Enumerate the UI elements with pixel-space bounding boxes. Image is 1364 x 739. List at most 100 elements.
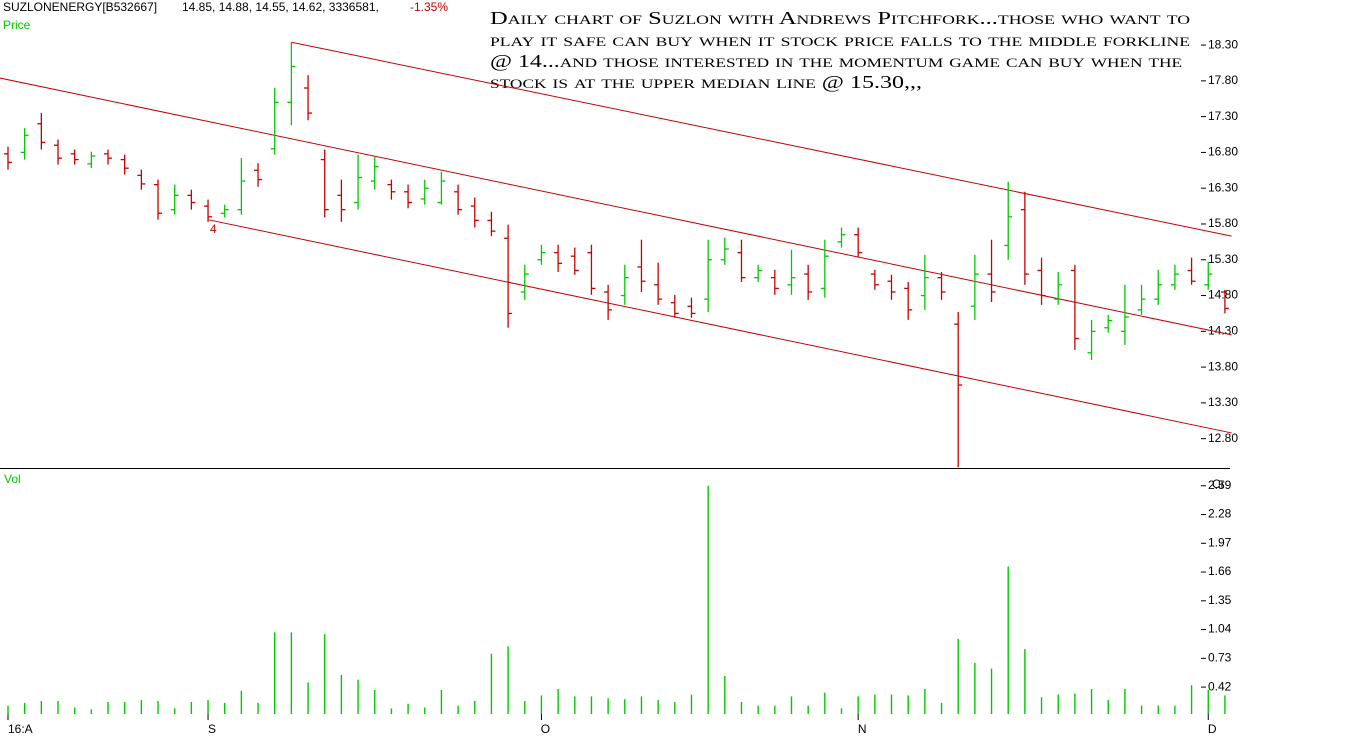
volume-bar <box>740 701 743 714</box>
x-tick-label: O <box>541 722 550 736</box>
volume-bar <box>857 696 859 714</box>
annotation: @ 14...and those interested in the momen… <box>490 51 1182 71</box>
y-tick-label: 1.04 <box>1208 622 1232 636</box>
volume-panel-label: Vol <box>4 472 21 486</box>
y-tick-label: 1.97 <box>1208 535 1232 549</box>
quote: 14.85, 14.88, 14.55, 14.62, 3336581, <box>182 0 379 14</box>
chart-title: SUZLONENERGY[B532667] <box>3 0 157 14</box>
volume-bar <box>507 646 509 714</box>
volume-bar <box>1207 689 1209 714</box>
x-tick-label: D <box>1208 722 1217 736</box>
volume-bar <box>957 638 959 714</box>
x-tick-label: N <box>858 722 867 736</box>
volume-bar <box>357 679 359 714</box>
volume-bar <box>757 705 759 714</box>
volume-bar <box>107 701 109 714</box>
volume-bar <box>7 705 9 714</box>
volume-bar <box>774 705 776 714</box>
volume-bar <box>724 675 726 714</box>
pitchfork-line <box>207 219 1232 434</box>
volume-bar <box>240 690 243 714</box>
volume-unit: Cr <box>1212 477 1225 491</box>
volume-bar <box>540 695 543 714</box>
volume-bar <box>490 653 493 714</box>
y-tick-label: 12.80 <box>1208 431 1238 445</box>
volume-bar <box>57 701 59 714</box>
volume-bar <box>624 699 626 714</box>
pitchfork-line <box>0 77 1232 336</box>
volume-bar <box>390 708 393 714</box>
y-tick-label: 16.30 <box>1208 180 1238 194</box>
volume-bar <box>607 698 609 714</box>
volume-bar <box>1140 705 1143 714</box>
volume-bar <box>424 707 426 714</box>
annotation: play it safe can buy when it stock price… <box>490 30 1190 50</box>
volume-bar <box>23 702 26 714</box>
volume-bar <box>1124 688 1126 714</box>
y-tick-label: 2.28 <box>1208 507 1232 521</box>
volume-bar <box>907 695 909 714</box>
volume-bar <box>1024 649 1026 714</box>
volume-bar <box>707 485 709 714</box>
y-tick-label: 2.59 <box>1208 478 1232 492</box>
volume-bar <box>1057 694 1059 714</box>
volume-bar <box>574 696 576 714</box>
volume-bar <box>890 694 893 714</box>
volume-bar <box>207 700 209 714</box>
volume-bar <box>974 662 976 714</box>
volume-bar <box>840 708 843 714</box>
volume-bar <box>140 700 143 714</box>
y-tick-label: 15.30 <box>1208 252 1238 266</box>
volume-bar <box>590 696 593 714</box>
volume-bar <box>1090 688 1093 714</box>
volume-bar <box>557 688 559 714</box>
volume-bar <box>90 709 93 714</box>
y-tick-label: 14.30 <box>1208 323 1238 337</box>
y-tick-label: 16.80 <box>1208 145 1238 159</box>
annotation: Daily chart of Suzlon with Andrews Pitch… <box>490 8 1190 28</box>
volume-bar <box>824 692 826 714</box>
volume-bar <box>257 702 259 714</box>
volume-bar <box>1157 705 1159 714</box>
volume-bar <box>190 701 193 714</box>
volume-bar <box>440 689 443 714</box>
y-tick-label: 1.66 <box>1208 564 1232 578</box>
volume-bar <box>940 702 943 714</box>
x-tick-label: 16:A <box>8 722 33 736</box>
volume-bar <box>1107 700 1109 714</box>
volume-bar <box>324 634 326 714</box>
volume-bar <box>1040 697 1043 714</box>
y-tick-label: 17.80 <box>1208 73 1238 87</box>
volume-bar <box>174 708 176 714</box>
volume-bar <box>790 696 793 714</box>
y-tick-label: 14.80 <box>1208 288 1238 302</box>
volume-bar <box>1174 705 1176 714</box>
volume-bar <box>1074 693 1076 714</box>
volume-bar <box>657 700 659 714</box>
volume-bar <box>874 694 876 714</box>
volume-bar <box>274 632 276 714</box>
volume-bar <box>807 705 809 714</box>
volume-bar <box>73 707 76 714</box>
volume-bar <box>157 701 159 714</box>
volume-bar <box>640 696 643 714</box>
y-tick-label: 1.35 <box>1208 593 1232 607</box>
volume-bar <box>340 675 343 714</box>
volume-bar <box>690 694 693 714</box>
volume-bar <box>224 702 226 714</box>
volume-bar <box>374 689 376 714</box>
volume-bar <box>123 701 126 714</box>
volume-bar <box>524 701 526 714</box>
y-tick-label: 17.30 <box>1208 109 1238 123</box>
volume-bar <box>990 668 993 714</box>
volume-bar <box>924 688 926 714</box>
change: -1.35% <box>410 0 448 14</box>
y-tick-label: 13.80 <box>1208 359 1238 373</box>
y-tick-label: 0.73 <box>1208 651 1232 665</box>
volume-bar <box>407 703 409 714</box>
annotation: stock is at the upper median line @ 15.3… <box>490 72 922 92</box>
pitchfork-line <box>291 41 1232 237</box>
y-tick-label: 18.30 <box>1208 37 1238 51</box>
